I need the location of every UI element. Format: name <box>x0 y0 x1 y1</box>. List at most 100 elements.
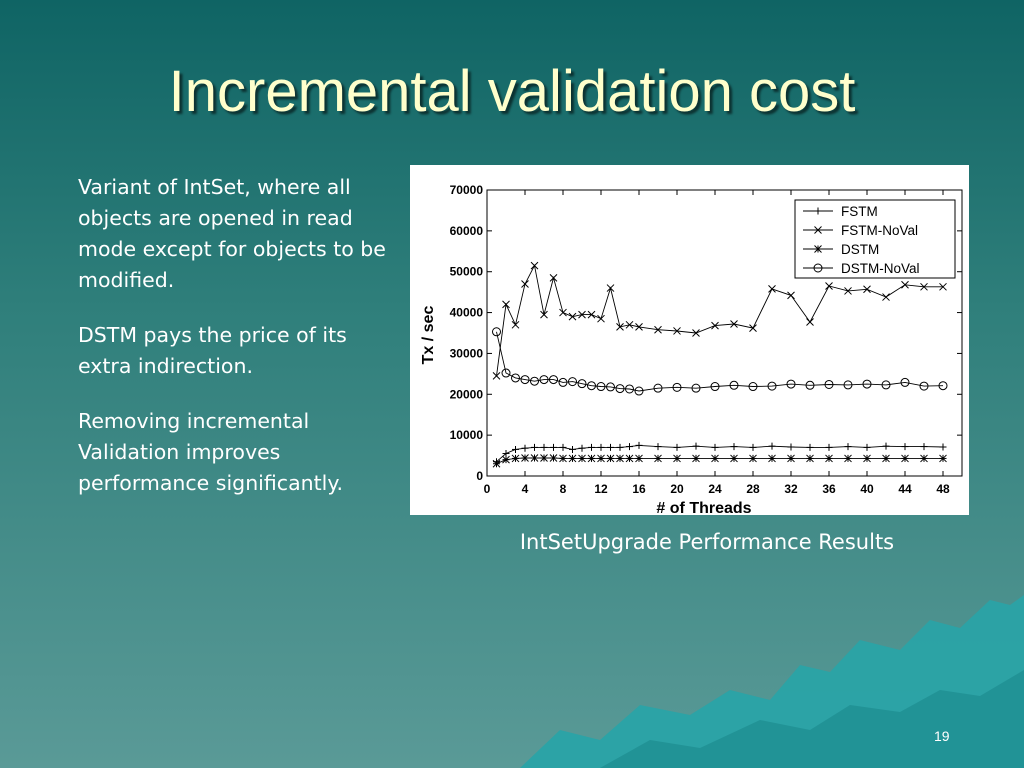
data-point <box>502 300 510 309</box>
legend-label: FSTM-NoVal <box>841 223 918 238</box>
data-point <box>625 320 634 329</box>
data-point <box>692 442 700 450</box>
data-point <box>901 443 909 451</box>
data-point <box>520 375 530 385</box>
legend-label: DSTM-NoVal <box>841 261 920 276</box>
x-tick-label: 36 <box>822 482 836 496</box>
data-point <box>920 443 928 451</box>
data-point <box>549 454 558 462</box>
data-point <box>635 441 643 449</box>
data-point <box>919 381 929 391</box>
legend-label: DSTM <box>841 242 879 257</box>
plot-frame <box>486 189 963 477</box>
x-tick-label: 16 <box>632 482 646 496</box>
data-point <box>512 445 519 453</box>
data-point <box>492 372 501 380</box>
data-point <box>939 454 947 463</box>
data-point <box>654 325 662 334</box>
data-point <box>814 226 822 234</box>
data-point <box>578 454 586 463</box>
data-point <box>502 455 510 464</box>
data-point <box>559 443 567 451</box>
data-point <box>587 381 596 391</box>
data-point <box>749 324 757 332</box>
data-point <box>748 382 758 392</box>
series-line <box>496 331 944 392</box>
data-point <box>653 383 663 393</box>
data-point <box>626 443 633 451</box>
data-point <box>625 454 634 463</box>
data-point <box>882 442 890 450</box>
data-point <box>806 454 814 463</box>
data-point <box>558 377 568 387</box>
data-point <box>606 454 615 463</box>
x-tick-label: 48 <box>936 482 950 496</box>
data-point <box>901 280 909 289</box>
data-point <box>616 443 624 451</box>
data-point <box>597 314 605 323</box>
data-point <box>625 384 634 394</box>
data-point <box>549 375 558 385</box>
data-point <box>730 320 738 328</box>
data-point <box>843 380 853 390</box>
data-point <box>730 443 738 451</box>
data-point <box>673 443 681 451</box>
y-axis-label: Tx / sec <box>420 306 437 365</box>
data-point <box>768 442 776 450</box>
data-point <box>635 323 643 331</box>
data-point <box>863 443 871 451</box>
y-tick-label: 60000 <box>450 224 484 238</box>
data-point <box>673 454 681 463</box>
data-point <box>530 454 539 462</box>
bullet-item: Variant of IntSet, where all objects are… <box>78 175 386 292</box>
x-tick-label: 8 <box>560 482 567 496</box>
data-point <box>492 327 501 337</box>
data-point <box>673 327 681 335</box>
data-point <box>596 382 606 392</box>
data-point <box>730 454 738 463</box>
data-point <box>749 443 757 451</box>
data-point <box>521 280 529 288</box>
x-tick-label: 32 <box>784 482 798 496</box>
data-point <box>540 310 548 319</box>
y-tick-label: 50000 <box>450 265 484 279</box>
data-point <box>900 377 910 387</box>
data-point <box>920 282 928 291</box>
data-point <box>634 386 644 396</box>
x-tick-label: 44 <box>898 482 912 496</box>
data-point <box>692 329 700 337</box>
data-point <box>550 443 557 451</box>
data-point <box>806 318 814 326</box>
x-tick-label: 0 <box>484 482 491 496</box>
data-point <box>559 454 567 463</box>
data-point <box>502 450 510 458</box>
bullet-item: DSTM pays the price of its extra indirec… <box>78 323 347 378</box>
data-point <box>844 454 852 463</box>
data-point <box>901 454 909 463</box>
data-point <box>578 444 586 452</box>
data-point <box>749 454 757 463</box>
data-point <box>616 454 624 463</box>
legend-box <box>794 199 956 279</box>
data-point <box>938 381 948 391</box>
data-point <box>691 383 701 393</box>
data-point <box>559 308 567 317</box>
bullet-item: Removing incremental Validation improves… <box>78 409 344 495</box>
data-point <box>521 454 529 462</box>
y-tick-label: 0 <box>476 469 483 483</box>
data-point <box>881 380 891 390</box>
x-axis-label: # of Threads <box>656 500 751 515</box>
data-point <box>549 273 558 282</box>
slide-title: Incremental validation cost <box>168 59 856 124</box>
data-point <box>635 454 643 463</box>
data-point <box>577 379 587 389</box>
y-tick-label: 30000 <box>450 346 484 360</box>
data-point <box>654 454 662 463</box>
data-point <box>806 443 814 451</box>
data-point <box>511 373 520 383</box>
data-point <box>615 384 625 394</box>
data-point <box>768 454 776 463</box>
data-point <box>825 282 833 290</box>
data-point <box>531 443 538 451</box>
